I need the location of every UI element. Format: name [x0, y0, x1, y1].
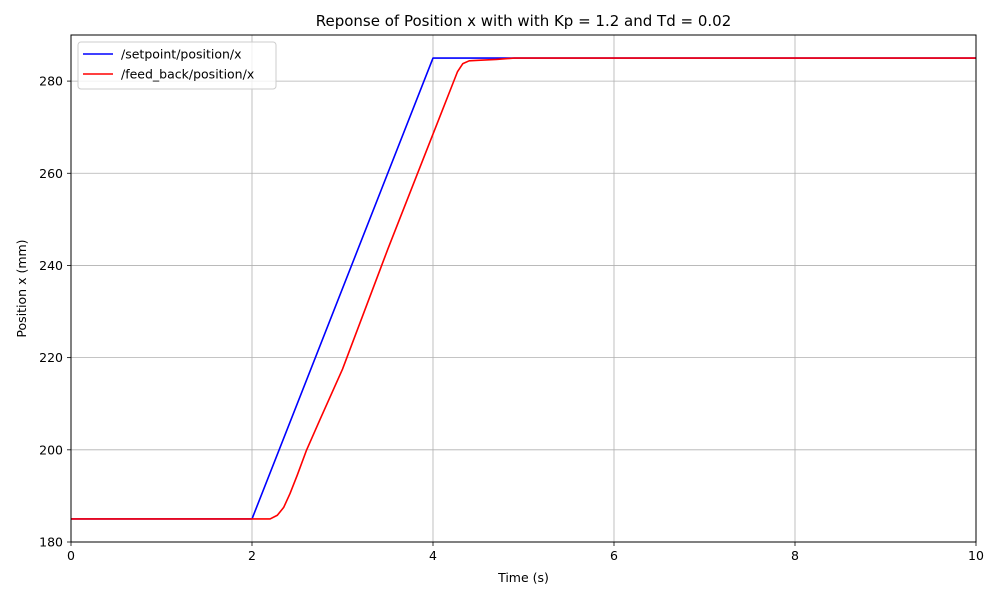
- legend-box: [77, 41, 277, 90]
- ticks: 0 2 4 6 8 10 180 200 220 240 260 280: [39, 74, 984, 563]
- x-tick-label: 4: [429, 548, 437, 563]
- plot-frame: [70, 34, 977, 543]
- x-tick-label: 8: [791, 548, 799, 563]
- y-tick-label: 280: [39, 74, 63, 89]
- plot-lines: [71, 57, 976, 520]
- legend-label-feedback: /feed_back/position/x: [121, 67, 254, 82]
- y-tick-label: 260: [39, 166, 63, 181]
- x-tick-label: 6: [610, 548, 618, 563]
- chart-title: Reponse of Position x with with Kp = 1.2…: [316, 12, 731, 30]
- series-line-1: [71, 57, 976, 520]
- x-axis-label: Time (s): [497, 570, 549, 585]
- y-tick-label: 240: [39, 258, 63, 273]
- y-tick-label: 200: [39, 442, 63, 457]
- x-tick-label: 2: [248, 548, 256, 563]
- x-tick-label: 0: [67, 548, 75, 563]
- y-tick-label: 180: [39, 535, 63, 550]
- y-axis-label: Position x (mm): [14, 239, 29, 337]
- legend-label-setpoint: /setpoint/position/x: [121, 47, 242, 62]
- x-tick-label: 10: [968, 548, 984, 563]
- y-tick-label: 220: [39, 350, 63, 365]
- legend: /setpoint/position/x /feed_back/position…: [77, 41, 277, 90]
